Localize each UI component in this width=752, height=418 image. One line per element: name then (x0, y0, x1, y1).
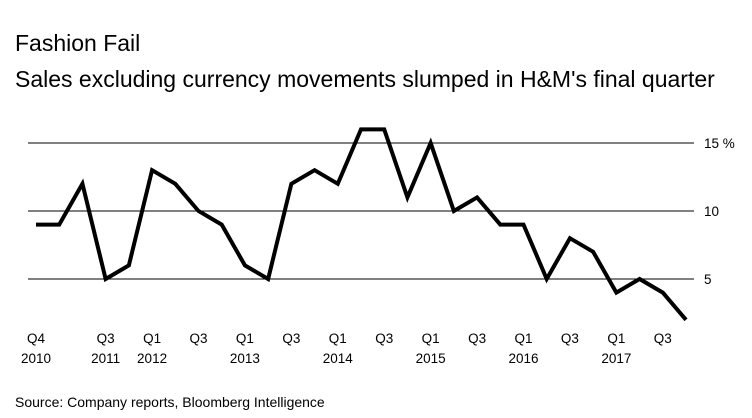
x-tick-year-label: 2014 (323, 351, 354, 366)
x-tick-label: Q3 (97, 331, 115, 346)
y-tick-label: 5 (704, 272, 712, 287)
x-tick-year-label: 2011 (91, 351, 120, 366)
x-tick-label: Q1 (607, 331, 625, 346)
x-tick-year-label: 2010 (21, 351, 51, 366)
x-tick-label: Q3 (282, 331, 300, 346)
x-tick-label: Q1 (329, 331, 347, 346)
x-tick-label: Q3 (654, 331, 672, 346)
chart-source: Source: Company reports, Bloomberg Intel… (15, 394, 325, 410)
x-tick-label: Q3 (375, 331, 393, 346)
chart-subtitle: Sales excluding currency movements slump… (15, 66, 715, 92)
x-tick-label: Q3 (468, 331, 486, 346)
y-tick-label: 15 % (704, 136, 735, 151)
x-tick-label: Q4 (27, 331, 46, 346)
series-layer (35, 127, 688, 322)
x-tick-label: Q1 (514, 331, 532, 346)
x-tick-year-label: 2013 (230, 351, 260, 366)
gridlines (28, 142, 694, 280)
x-tick-year-label: 2015 (416, 351, 446, 366)
chart-title: Fashion Fail (15, 30, 141, 56)
x-tick-label: Q1 (236, 331, 254, 346)
x-axis-labels: Q4 2010 Q3 2011 Q1 2012 Q3 Q1 2013 Q3 Q1 2014 Q3 Q1 20… (21, 331, 672, 366)
y-axis-labels: 15 % 10 5 (704, 136, 735, 287)
x-tick-label: Q1 (143, 331, 161, 346)
x-tick-label: Q3 (561, 331, 579, 346)
y-tick-label: 10 (704, 204, 719, 219)
series-line (36, 127, 688, 322)
x-tick-year-label: 2016 (508, 351, 538, 366)
x-tick-label: Q3 (189, 331, 207, 346)
x-tick-year-label: 2017 (601, 351, 631, 366)
x-tick-label: Q1 (422, 331, 440, 346)
x-tick-year-label: 2012 (137, 351, 167, 366)
